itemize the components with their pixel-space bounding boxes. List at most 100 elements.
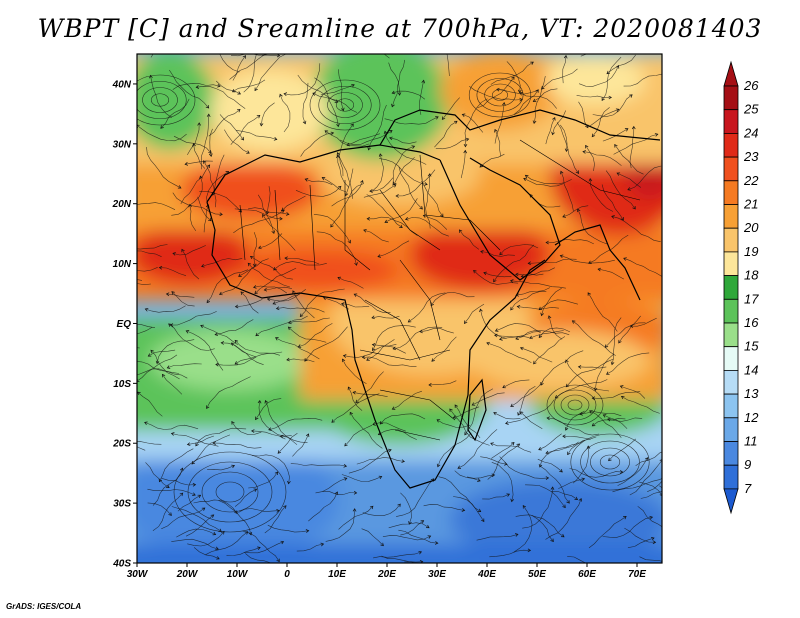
- streamline-arrow: [563, 54, 568, 59]
- streamline-arrow: [283, 505, 287, 509]
- streamline: [457, 429, 498, 469]
- streamline-arrow: [279, 93, 283, 98]
- streamline: [608, 438, 637, 461]
- streamline: [277, 432, 298, 454]
- lon-tick-label: 30E: [428, 569, 446, 580]
- streamline: [341, 474, 382, 482]
- vortex-streamline: [309, 79, 381, 131]
- streamline: [510, 291, 547, 311]
- colorbar-label: 25: [743, 102, 759, 117]
- streamline: [172, 245, 206, 256]
- streamline-arrow: [623, 516, 627, 520]
- streamline: [185, 514, 214, 537]
- streamline: [205, 531, 248, 555]
- streamline: [582, 151, 622, 166]
- streamline-arrow: [510, 403, 514, 407]
- streamline: [388, 62, 400, 96]
- streamline: [264, 505, 287, 534]
- streamline: [618, 315, 641, 344]
- streamline: [372, 344, 406, 354]
- streamline: [453, 496, 485, 522]
- streamline-arrow: [217, 83, 221, 88]
- streamline: [588, 109, 620, 127]
- streamline: [480, 309, 507, 339]
- streamline-arrow: [483, 271, 487, 276]
- streamline: [529, 330, 564, 339]
- colorbar-label: 22: [743, 173, 759, 188]
- streamline: [361, 528, 384, 546]
- streamline-arrow: [457, 465, 462, 469]
- streamline-arrow: [144, 307, 149, 312]
- streamline-arrow: [434, 541, 439, 545]
- streamline-arrow: [550, 538, 554, 543]
- streamline-arrow: [581, 477, 586, 482]
- streamline-arrow: [276, 558, 280, 563]
- streamline: [240, 291, 259, 314]
- streamline: [453, 406, 480, 418]
- streamline-arrow: [275, 306, 280, 311]
- streamline-arrow: [516, 304, 521, 309]
- streamline-arrow: [564, 427, 569, 431]
- streamline-arrow: [256, 114, 261, 119]
- streamline-arrow: [306, 41, 309, 44]
- border-layer: [239, 139, 641, 441]
- colorbar-label: 18: [744, 268, 759, 283]
- streamline-arrow: [133, 247, 136, 250]
- streamline-arrow: [545, 476, 550, 480]
- streamline: [627, 165, 662, 191]
- streamline-arrow: [652, 540, 657, 545]
- streamline: [137, 124, 187, 142]
- streamline: [288, 317, 330, 324]
- streamline-arrow: [244, 531, 249, 535]
- streamline-arrow: [248, 531, 253, 536]
- streamline: [322, 177, 347, 193]
- streamline: [161, 507, 205, 530]
- lon-tick-label: 20E: [377, 569, 396, 580]
- streamline: [381, 555, 423, 563]
- vortex-streamline: [570, 433, 650, 491]
- streamline: [538, 327, 571, 338]
- streamline-arrow: [216, 556, 220, 560]
- colorbar-segment: [723, 132, 739, 158]
- streamline: [606, 352, 650, 375]
- streamline: [639, 556, 662, 562]
- streamline: [248, 471, 278, 489]
- streamline: [338, 123, 354, 177]
- streamline: [300, 288, 345, 317]
- streamline: [392, 90, 426, 100]
- streamline-arrow: [562, 434, 566, 439]
- streamline: [528, 258, 577, 264]
- streamline: [460, 150, 466, 179]
- streamline: [290, 463, 347, 467]
- streamline-arrow: [560, 170, 564, 175]
- streamline-arrow: [477, 478, 481, 482]
- colorbar-segment: [723, 251, 739, 276]
- vortex-streamline: [484, 83, 516, 107]
- streamline-arrow: [610, 361, 615, 366]
- streamline-arrow: [124, 273, 127, 276]
- streamline-arrow: [331, 419, 335, 423]
- streamline-arrow: [262, 214, 266, 218]
- lon-tick-label: 20W: [176, 569, 199, 580]
- streamline-arrow: [404, 216, 409, 221]
- streamline-arrow: [263, 287, 268, 292]
- streamline: [494, 129, 502, 157]
- streamline-arrow: [632, 205, 636, 210]
- streamline-arrow: [251, 429, 255, 433]
- streamline: [546, 238, 594, 245]
- streamline-arrow: [541, 86, 545, 90]
- streamline-arrow: [288, 320, 292, 325]
- streamline-arrow: [216, 48, 219, 51]
- streamline: [323, 297, 350, 310]
- streamline-arrow: [527, 548, 532, 553]
- streamline-arrow: [253, 488, 258, 492]
- streamline-arrow: [683, 453, 686, 456]
- lon-tick-label: 10E: [328, 569, 346, 580]
- streamline: [489, 549, 531, 558]
- streamline-arrow: [115, 274, 118, 277]
- streamline-arrow: [550, 486, 555, 491]
- streamline-arrow: [238, 209, 242, 213]
- streamline: [383, 54, 390, 59]
- streamline-arrow: [185, 330, 190, 334]
- streamline-arrow: [435, 116, 439, 120]
